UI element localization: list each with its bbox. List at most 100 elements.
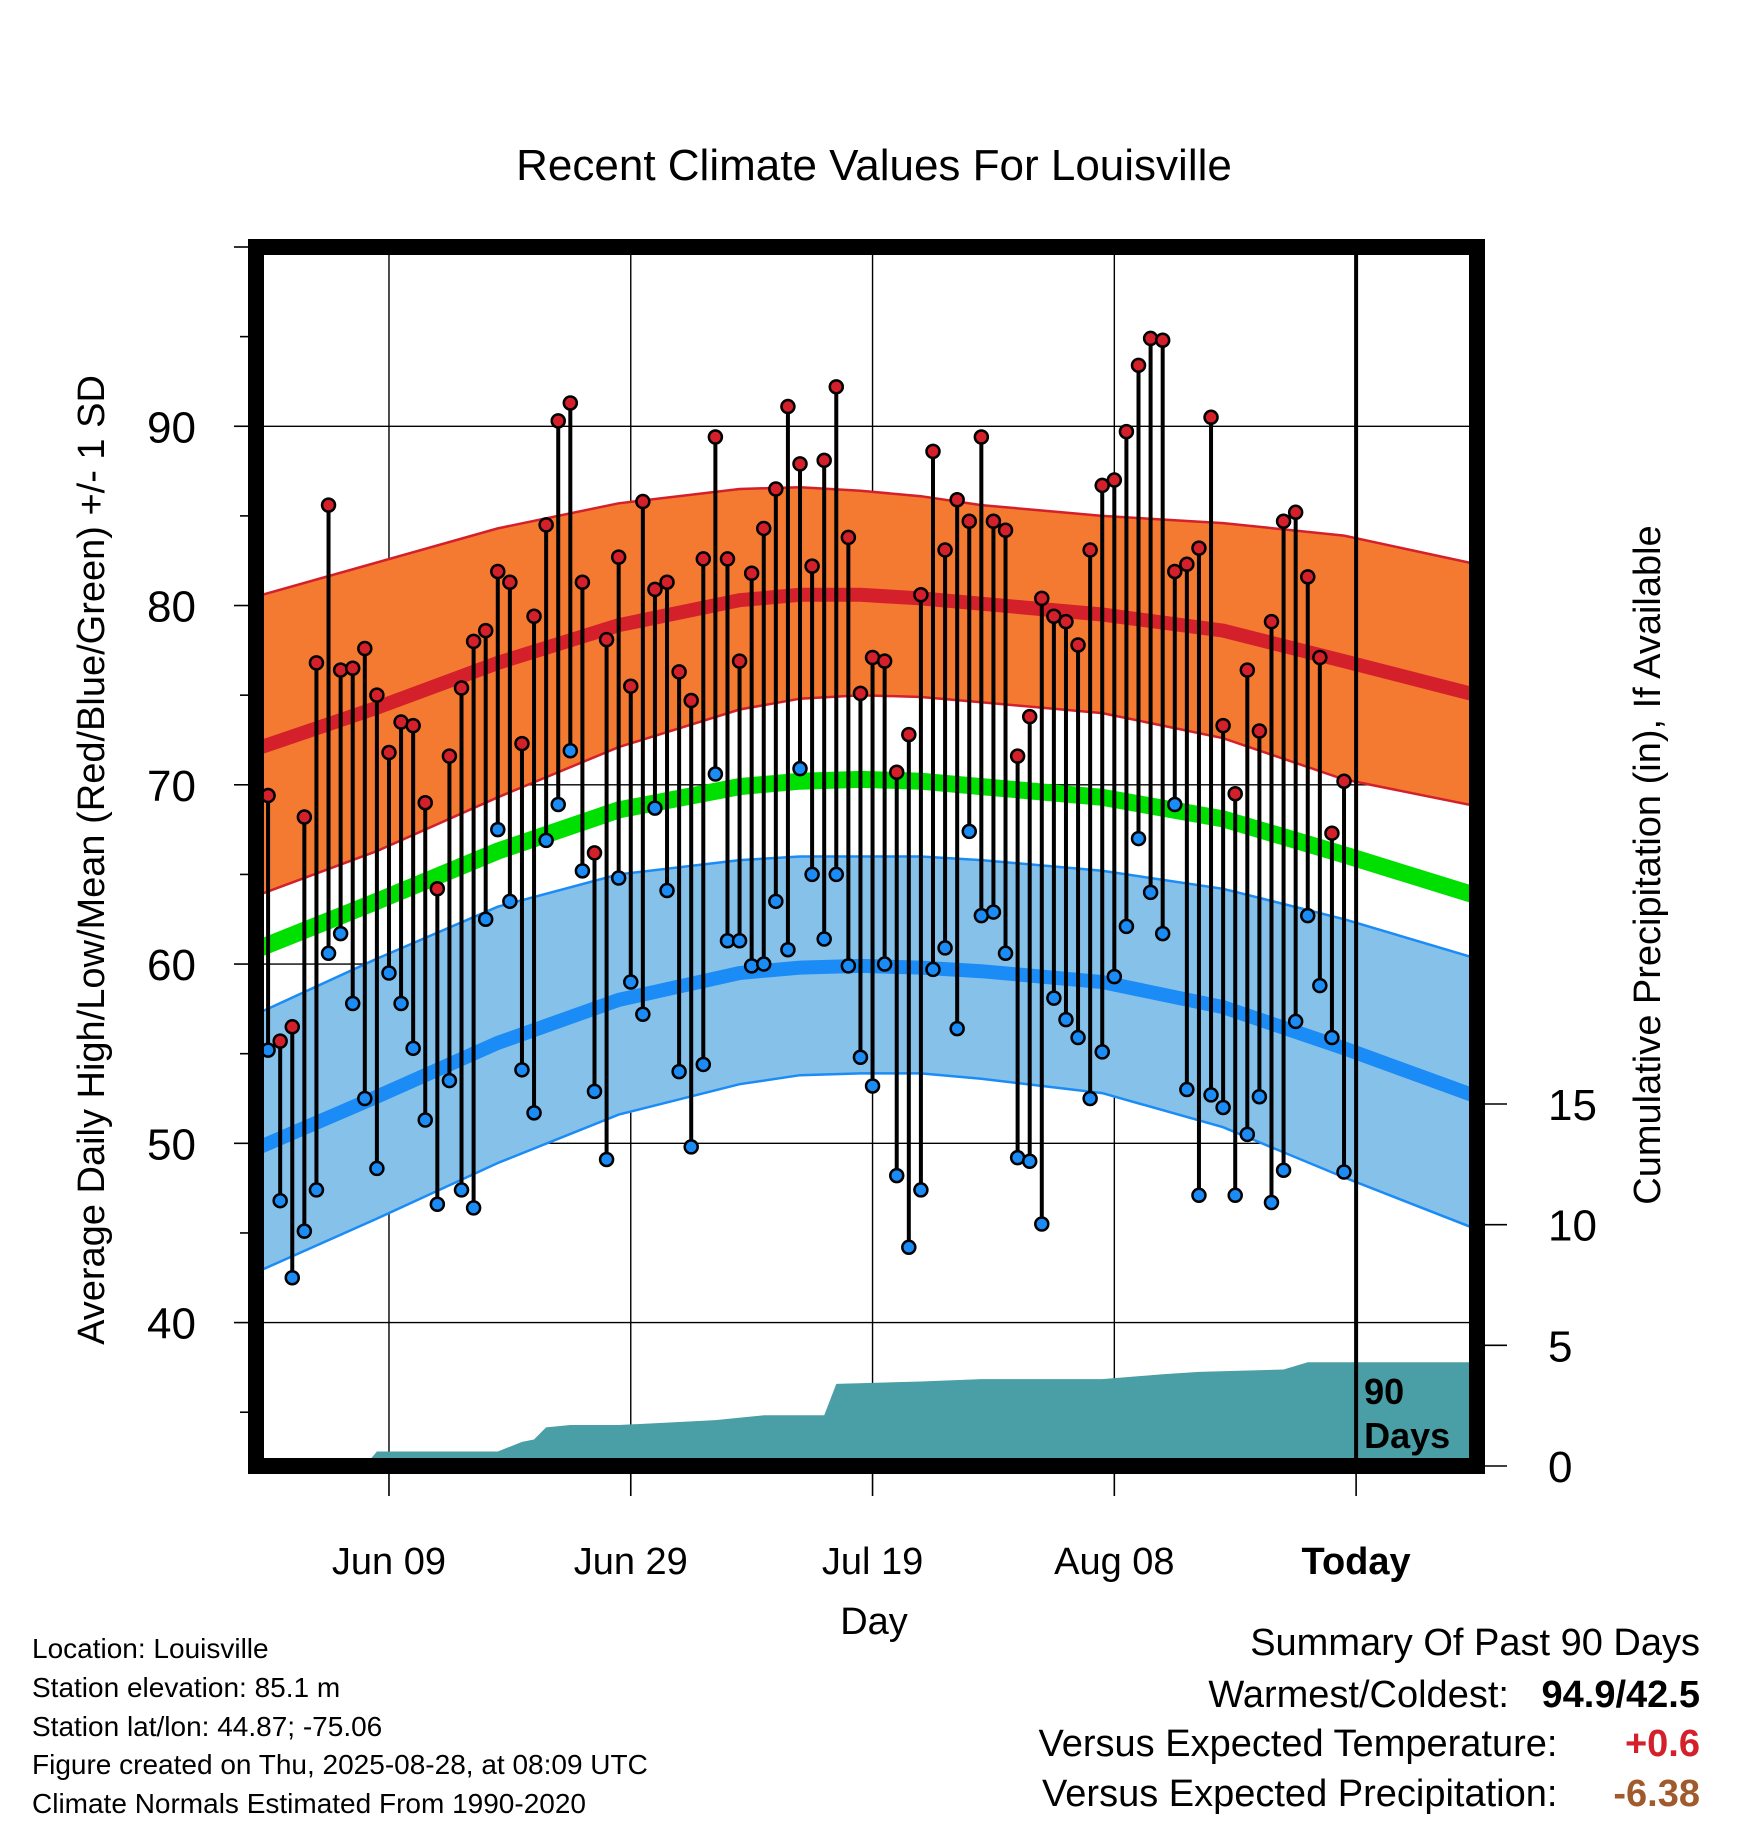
daily-low-point [1324,1029,1340,1046]
normal-high-band-upper-edge [256,485,1477,598]
summary-warm-cold-label: Warmest/Coldest: [1208,1674,1509,1716]
daily-low-point [1251,1088,1268,1105]
daily-low-point [272,1192,288,1209]
y-right-tick-label: 15 [1548,1081,1597,1130]
info-latlon: Station lat/lon: 44.87; -75.06 [32,1711,383,1742]
daily-high-point [623,678,639,694]
summary-precip-label: Versus Expected Precipitation: [1042,1773,1558,1815]
daily-high-point [405,717,421,734]
y-left-tick-label: 70 [147,762,196,811]
daily-high-point [901,726,917,743]
daily-low-point [586,1083,603,1100]
daily-low-point [731,933,748,949]
daily-low-point [526,1105,542,1121]
plot-content [256,247,1477,1466]
daily-high-point [477,622,494,639]
normal-low-band [256,856,1477,1273]
daily-low-point [1082,1090,1098,1107]
daily-low-point [344,995,361,1012]
daily-high-point [1312,649,1328,666]
daily-low-point [816,931,832,947]
daily-low-point [755,956,772,972]
y-left-axis-label: Average Daily High/Low/Mean (Red/Blue/Gr… [71,375,113,1345]
daily-high-point [780,398,796,415]
daily-low-point [683,1139,699,1155]
daily-low-point [562,742,579,759]
daily-low-point [961,823,978,840]
daily-low-point [490,821,506,838]
daily-high-point [804,558,820,574]
daily-high-point [357,640,373,657]
daily-high-point [1263,613,1280,630]
daily-high-point [647,581,663,598]
daily-low-point [1336,1164,1352,1180]
daily-high-point [502,574,518,590]
precip-area [256,1362,1477,1466]
daily-high-point [1324,825,1340,841]
y-left-tick-label: 90 [147,403,196,452]
daily-high-point [768,481,784,497]
daily-high-point [1070,637,1086,653]
daily-high-point [1287,504,1304,521]
daily-high-point [816,452,832,469]
daily-high-point [671,664,687,680]
daily-low-point [1118,918,1135,935]
daily-low-point [465,1200,482,1216]
daily-high-point [284,1019,301,1035]
daily-high-point [538,517,554,533]
info-elevation: Station elevation: 85.1 m [32,1672,341,1703]
x-tick-label: Jun 29 [574,1541,688,1583]
daily-low-point [381,965,397,981]
daily-high-point [1021,708,1038,725]
daily-high-point [937,542,953,558]
daily-low-point [997,945,1014,962]
daily-low-point [1287,1013,1304,1030]
daily-high-point [792,456,808,472]
daily-high-point [719,551,736,567]
daily-low-point [647,800,663,816]
summary-temp-value: +0.6 [1624,1723,1700,1765]
daily-low-point [925,961,941,978]
daily-low-point [417,1112,433,1128]
daily-low-point [1263,1194,1280,1211]
daily-high-point [1106,472,1123,488]
daily-low-point [828,866,845,883]
daily-high-point [949,492,965,508]
daily-low-point [913,1182,929,1198]
daily-high-point [683,692,699,709]
daily-high-point [1239,662,1256,678]
x-tick-label: Aug 08 [1054,1541,1174,1583]
daily-high-point [1336,773,1352,789]
daily-low-point [538,832,554,849]
daily-low-point [308,1182,325,1198]
daily-high-point [550,413,566,429]
daily-low-point [1191,1187,1207,1204]
daily-low-point [852,1049,869,1066]
daily-low-point [1058,1011,1074,1028]
daily-high-point [1275,513,1292,530]
daily-high-point [1227,786,1243,802]
today-marker-label: Days [1364,1415,1450,1456]
daily-high-point [1058,613,1074,630]
y-left-tick-label: 80 [147,583,196,632]
summary-precip-value: -6.38 [1613,1773,1700,1815]
daily-high-point [1179,556,1195,573]
daily-high-point [1034,590,1050,607]
daily-low-point [937,940,953,956]
daily-high-point [743,565,760,582]
daily-high-point [1094,477,1110,494]
daily-low-point [1275,1162,1292,1178]
daily-low-point [369,1160,385,1177]
y-right-tick-label: 5 [1548,1322,1572,1371]
daily-high-point [695,551,712,567]
daily-high-point [381,744,397,761]
daily-low-point [1070,1029,1086,1046]
daily-low-point [1167,796,1183,813]
daily-low-point [405,1040,421,1057]
daily-low-point [768,893,784,910]
daily-low-point [792,760,808,777]
daily-high-point [574,574,591,590]
daily-low-point [429,1196,446,1213]
